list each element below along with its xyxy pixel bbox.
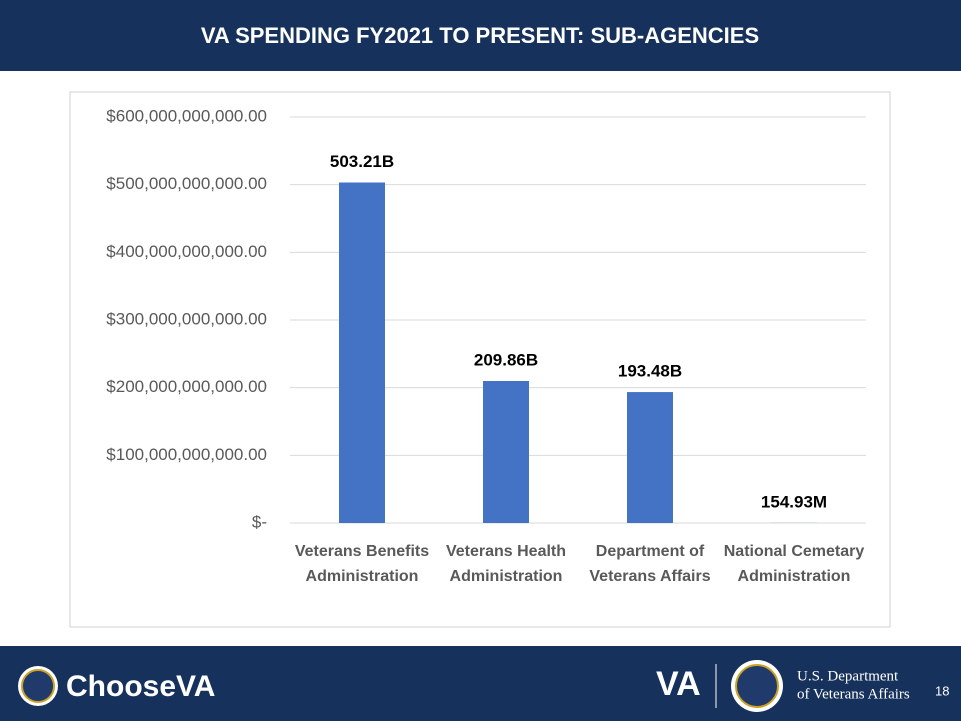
- header-band: [0, 0, 961, 71]
- x-tick-label: National Cemetary Administration: [723, 543, 865, 585]
- bar: [627, 392, 673, 523]
- y-tick-label: $300,000,000,000.00: [106, 309, 267, 328]
- seal-inner: [21, 669, 55, 703]
- y-tick-label: $200,000,000,000.00: [106, 377, 267, 396]
- value-label: 209.86B: [474, 350, 538, 369]
- page-number: 18: [935, 683, 949, 698]
- department-line: of Veterans Affairs: [797, 686, 910, 702]
- x-tick-label: Department of Veterans Affairs: [589, 543, 711, 585]
- chart-title: VA SPENDING FY2021 TO PRESENT: SUB-AGENC…: [201, 23, 759, 48]
- chart-frame: [69, 91, 891, 628]
- value-label: 154.93M: [761, 492, 827, 511]
- value-label: 193.48B: [618, 362, 682, 381]
- footer-band: [0, 646, 961, 721]
- brand: ChooseVA: [66, 670, 215, 703]
- y-tick-label: $600,000,000,000.00: [106, 106, 267, 125]
- bar: [339, 182, 385, 523]
- va-logo: VA: [656, 665, 701, 703]
- x-tick-label: Veterans Benefits Administration: [294, 543, 430, 585]
- y-tick-label: $500,000,000,000.00: [106, 174, 267, 193]
- seal-inner: [735, 664, 779, 708]
- bar: [483, 380, 529, 523]
- value-label: 503.21B: [330, 152, 394, 171]
- department-line: U.S. Department: [797, 668, 899, 684]
- y-tick-label: $100,000,000,000.00: [106, 445, 267, 464]
- y-tick-label: $-: [252, 512, 267, 531]
- y-tick-label: $400,000,000,000.00: [106, 242, 267, 261]
- x-tick-label: Veterans Health Administration: [445, 543, 567, 585]
